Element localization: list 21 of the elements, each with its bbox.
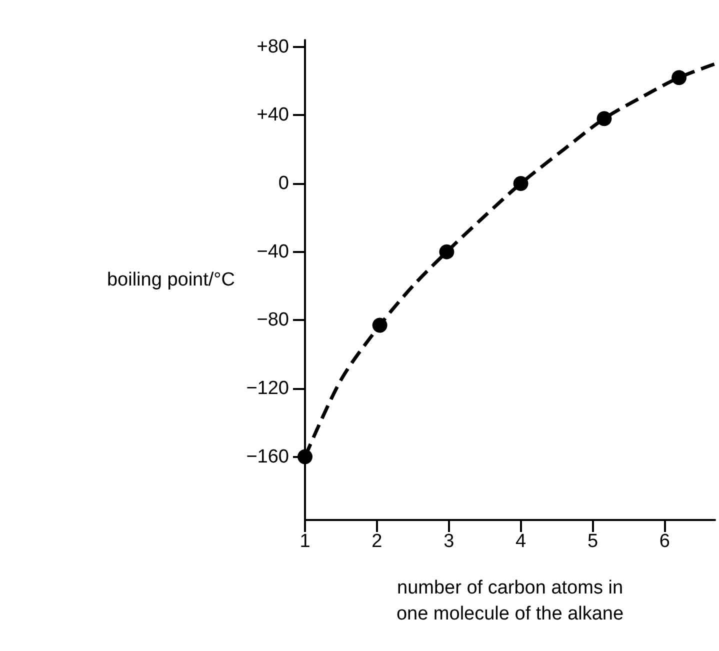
y-tick-label: −80 <box>256 310 289 331</box>
y-tick-label: −160 <box>246 446 289 468</box>
point <box>596 111 612 126</box>
point <box>439 244 454 260</box>
x-tick-label: 3 <box>444 531 454 552</box>
x-tick-label: 6 <box>659 531 670 552</box>
y-tick-label: −40 <box>256 241 289 262</box>
x-tick-label: 5 <box>587 531 598 552</box>
x-tick-label: 2 <box>372 531 382 552</box>
point <box>672 70 687 86</box>
y-tick-label: +40 <box>256 104 289 126</box>
y-tick-label: +80 <box>256 36 289 58</box>
y-tick-label: 0 <box>278 172 289 194</box>
y-axis-title: boiling point/°C <box>106 270 235 290</box>
x-axis-title: number of carbon atoms in one molecule of the alkane <box>396 578 624 624</box>
x-tick-label: 1 <box>300 531 310 552</box>
y-tick-label: −120 <box>246 378 289 399</box>
x-tick-label: 4 <box>516 531 526 552</box>
point <box>298 449 312 464</box>
point <box>513 176 528 191</box>
point <box>372 318 388 333</box>
